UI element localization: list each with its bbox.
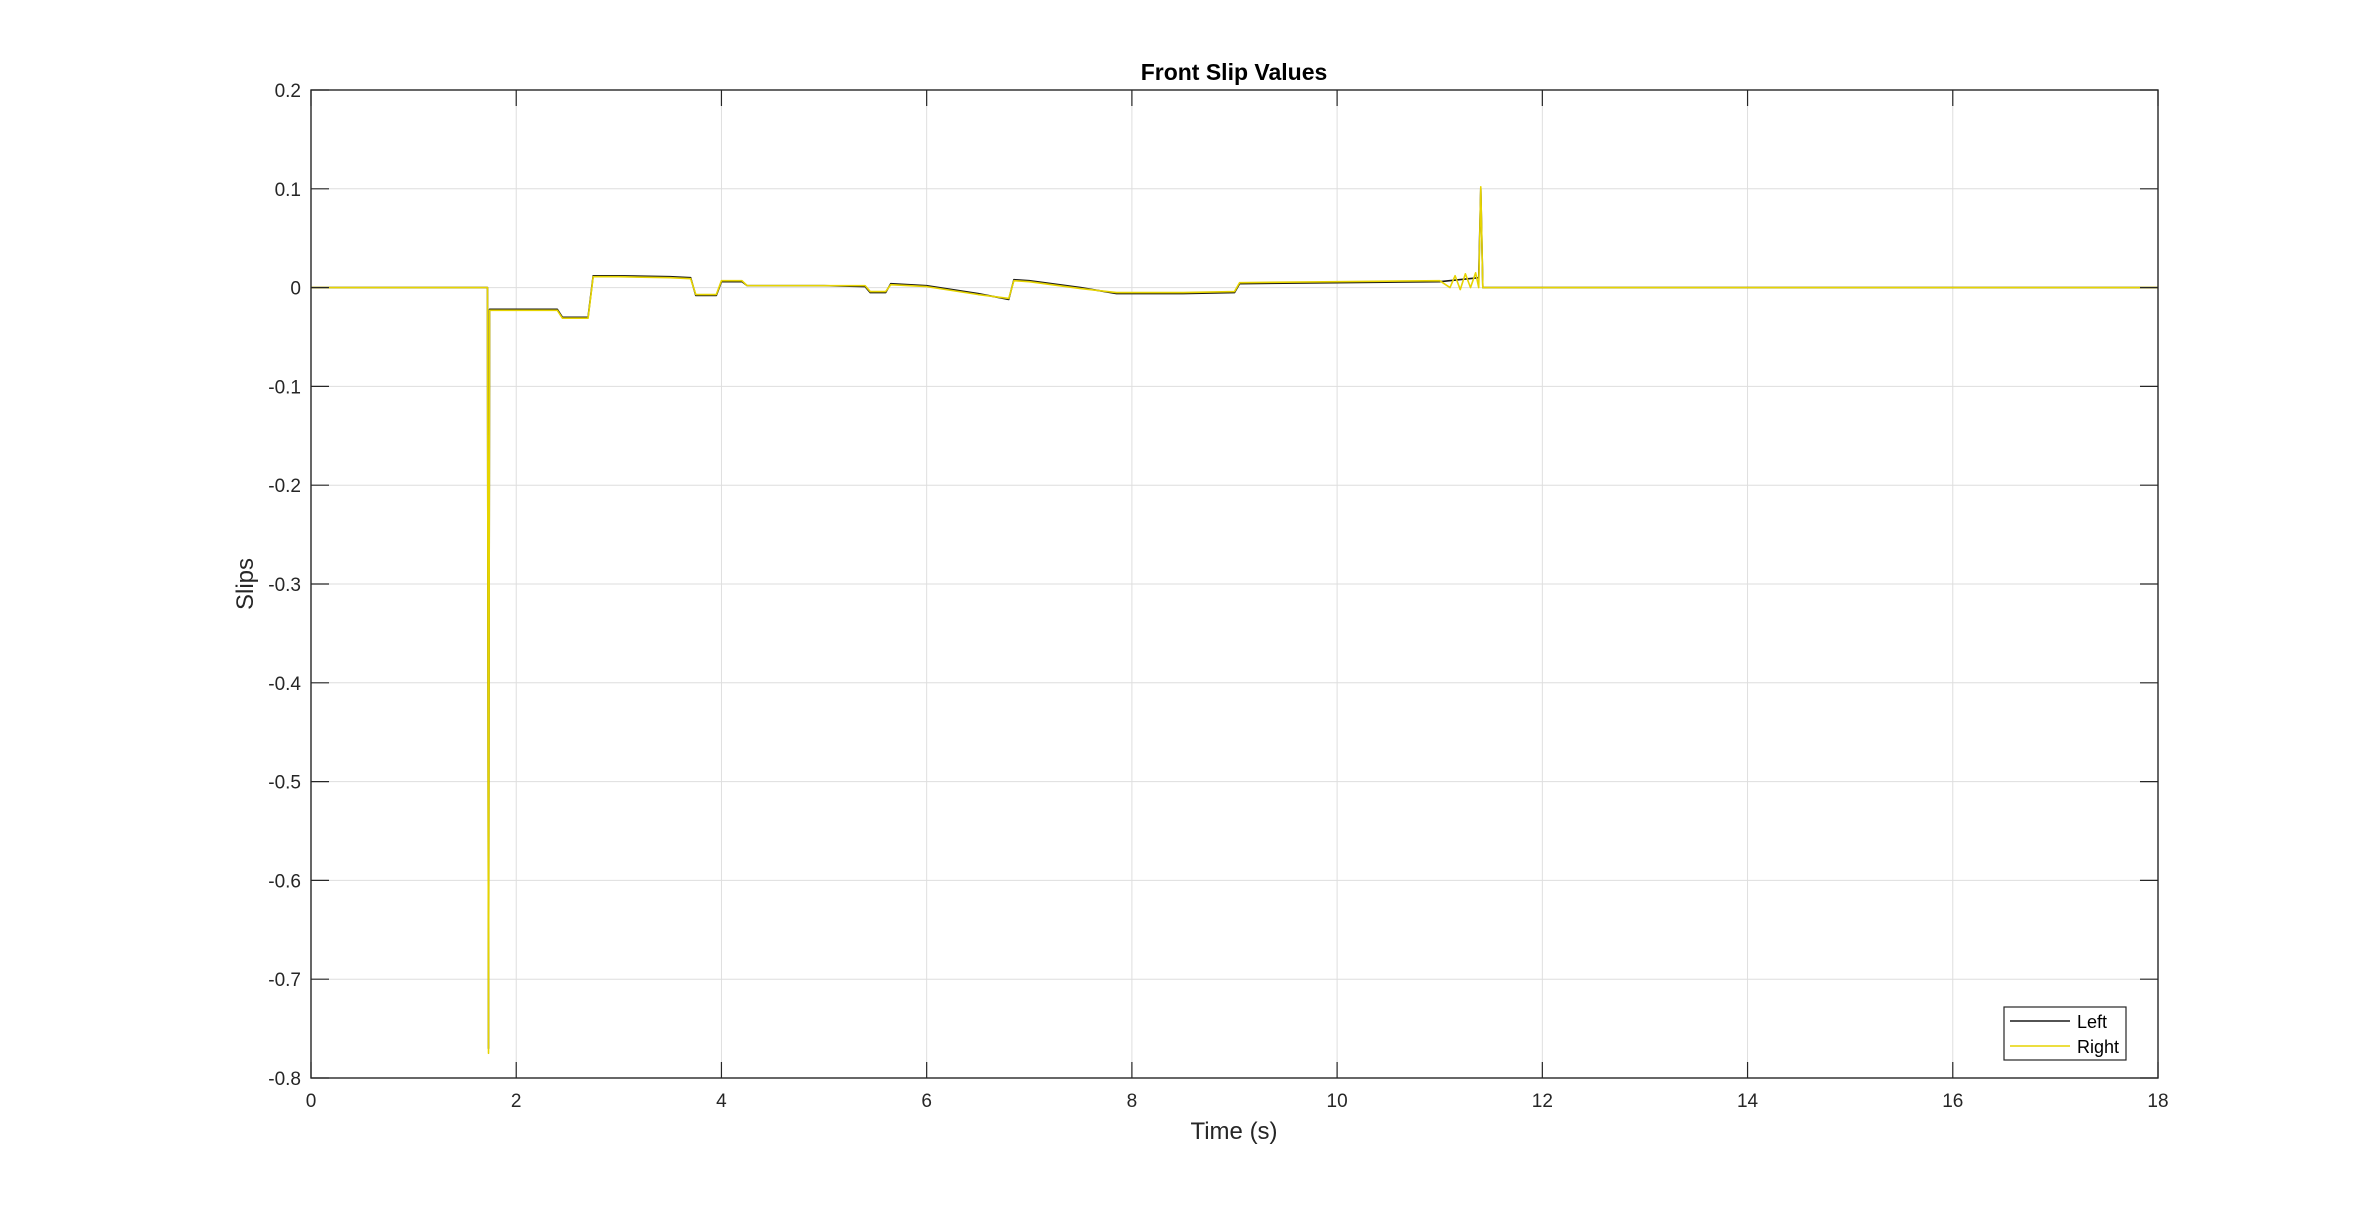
chart-title: Front Slip Values xyxy=(1141,59,1328,85)
x-tick-label: 6 xyxy=(921,1091,932,1112)
x-tick-label: 4 xyxy=(716,1091,727,1112)
y-tick-label: -0.1 xyxy=(268,377,301,398)
x-tick-label: 2 xyxy=(511,1091,522,1112)
x-tick-label: 16 xyxy=(1942,1091,1963,1112)
x-tick-label: 14 xyxy=(1737,1091,1759,1112)
y-tick-label: 0.2 xyxy=(275,81,301,102)
y-tick-label: -0.4 xyxy=(268,674,301,695)
x-axis-label: Time (s) xyxy=(1190,1118,1277,1145)
y-tick-label: -0.8 xyxy=(268,1069,301,1090)
x-tick-label: 0 xyxy=(306,1091,317,1112)
y-tick-label: -0.6 xyxy=(268,871,301,892)
y-axis-label: Slips xyxy=(232,558,259,610)
tick-labels: 0 2 4 6 8 10 12 14 16 18 0.2 0.1 0 -0.1 -0.2 -0.3 -0.4 -0… xyxy=(268,81,2168,1112)
y-tick-label: -0.7 xyxy=(268,970,301,991)
legend-box xyxy=(2003,1006,2127,1061)
legend-label-left: Left xyxy=(2077,1012,2107,1032)
series-layer xyxy=(311,186,2158,1055)
legend: Left Right xyxy=(2003,1006,2127,1061)
y-tick-label: 0 xyxy=(290,279,301,300)
grid xyxy=(311,90,2158,1078)
y-tick-label: -0.5 xyxy=(268,773,301,794)
y-tick-label: 0.1 xyxy=(275,180,301,201)
ticks xyxy=(310,89,2159,1079)
x-tick-label: 12 xyxy=(1532,1091,1553,1112)
x-tick-label: 10 xyxy=(1327,1091,1348,1112)
x-tick-label: 18 xyxy=(2147,1091,2168,1112)
legend-label-right: Right xyxy=(2077,1037,2119,1057)
series-line-right xyxy=(311,186,2158,1055)
y-tick-label: -0.2 xyxy=(268,476,301,497)
y-tick-label: -0.3 xyxy=(268,575,301,596)
x-tick-label: 8 xyxy=(1127,1091,1138,1112)
